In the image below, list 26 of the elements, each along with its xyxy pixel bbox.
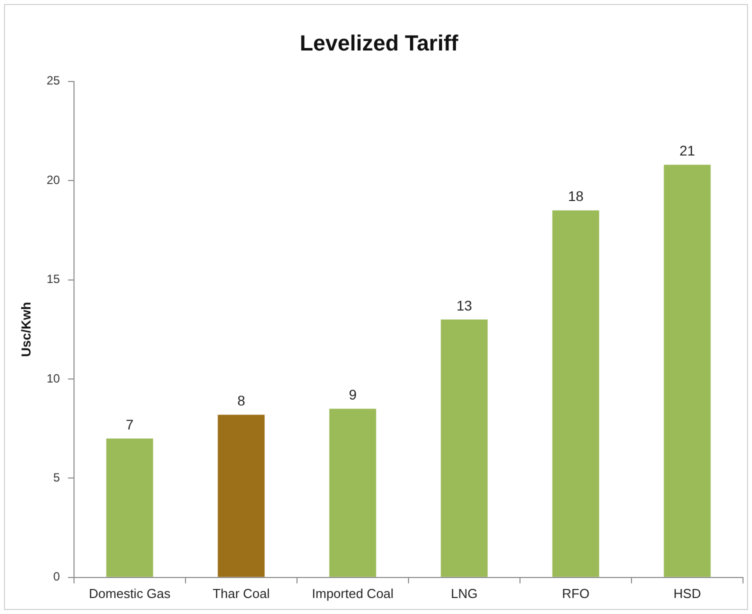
bar	[218, 414, 265, 577]
y-tick-label: 10	[46, 371, 60, 386]
bar	[440, 319, 488, 577]
data-label: 21	[679, 142, 696, 159]
data-label: 13	[456, 297, 472, 314]
bar	[329, 408, 376, 577]
x-tick-label: Domestic Gas	[88, 586, 172, 601]
y-tick-label: 5	[53, 470, 60, 485]
y-tick-label: 25	[46, 74, 60, 88]
x-tick-label: Imported Coal	[312, 586, 394, 601]
y-axis-title: Usc/Kwh	[18, 302, 34, 357]
x-tick-label: HSD	[674, 586, 701, 601]
data-label: 8	[237, 392, 246, 409]
bar	[552, 210, 600, 577]
chart-title: Levelized Tariff	[300, 30, 459, 56]
y-tick-label: 20	[46, 172, 60, 187]
x-tick-label: LNG	[450, 586, 478, 601]
x-tick-label: RFO	[562, 586, 590, 601]
y-tick-label: 0	[53, 570, 60, 584]
x-tick-label: Thar Coal	[212, 586, 270, 601]
bar	[106, 438, 154, 577]
data-label: 7	[126, 416, 134, 432]
data-label: 18	[568, 188, 584, 204]
y-tick-label: 15	[46, 272, 60, 286]
bar	[664, 164, 711, 577]
data-label: 9	[348, 386, 357, 403]
